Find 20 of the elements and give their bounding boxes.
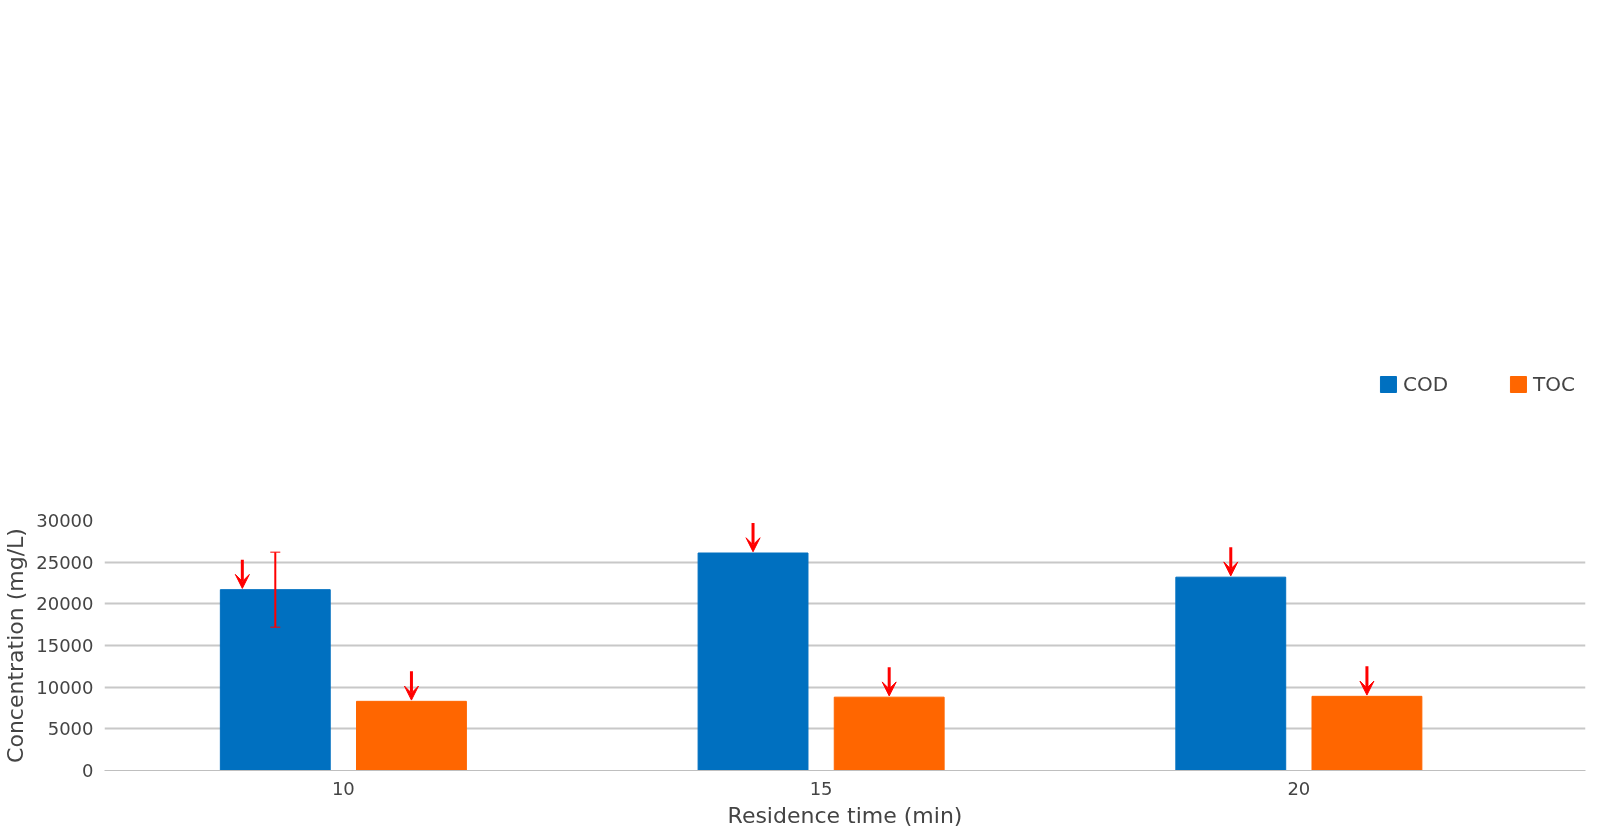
- x-tick-label: 15: [809, 777, 833, 799]
- y-tick-label: 15000: [36, 635, 94, 656]
- bar: [1311, 695, 1423, 771]
- bar: [356, 700, 467, 771]
- bar: [1175, 576, 1287, 771]
- x-tick-label: 20: [1287, 777, 1311, 799]
- legend-label: TOC: [1533, 372, 1575, 396]
- y-tick-label: 5000: [47, 718, 94, 740]
- bar: [219, 589, 331, 771]
- y-tick-label: 30000: [36, 510, 94, 531]
- y-tick-label: 20000: [36, 593, 94, 615]
- y-axis-title: Concentration (mg/L): [3, 528, 29, 763]
- bar: [697, 552, 809, 771]
- x-tick-label: 10: [331, 777, 355, 799]
- x-axis-title: Residence time (min): [727, 802, 963, 828]
- legend-label: COD: [1402, 372, 1449, 396]
- y-tick-label: 0: [82, 760, 94, 781]
- y-tick-label: 10000: [36, 676, 94, 698]
- bar: [833, 696, 945, 771]
- y-tick-label: 25000: [36, 551, 94, 573]
